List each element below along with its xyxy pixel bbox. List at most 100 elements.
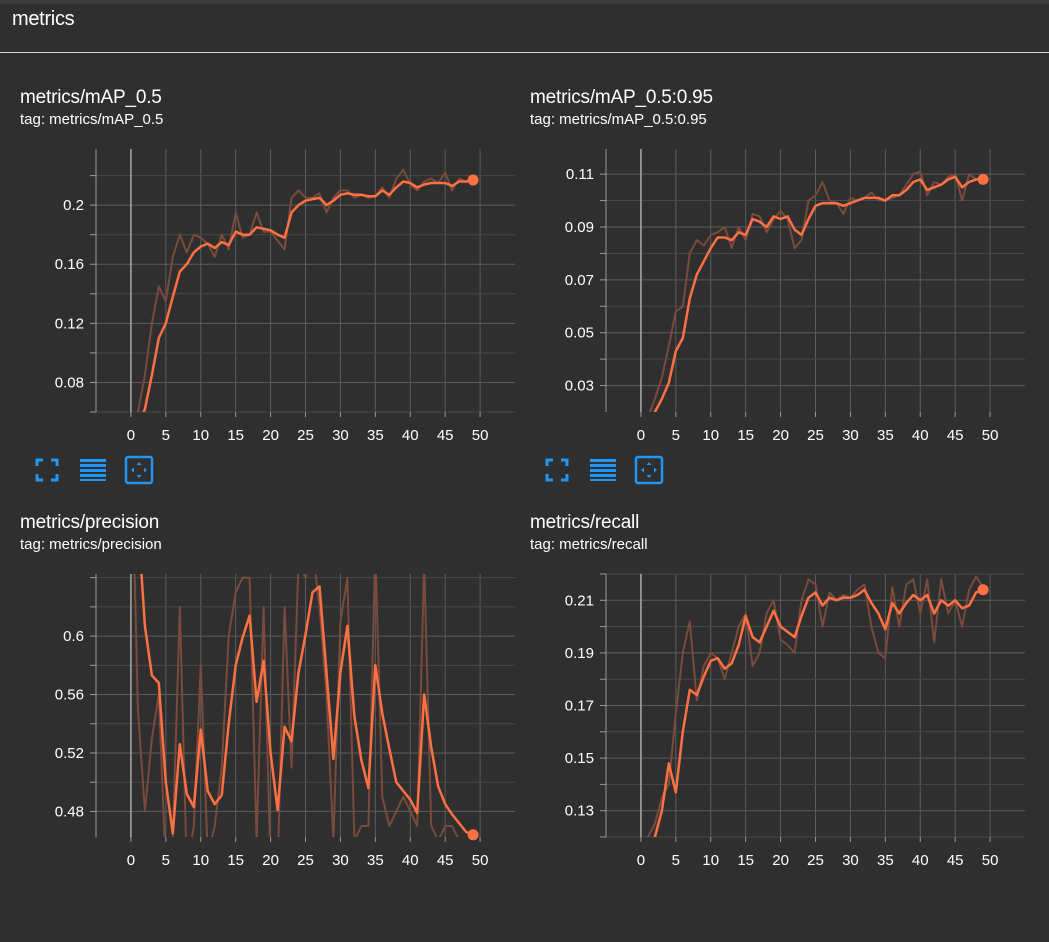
- x-tick-label: 50: [472, 427, 489, 444]
- x-tick-label: 35: [877, 852, 894, 869]
- y-tick-label: 0.07: [565, 272, 594, 289]
- x-tick-label: 50: [472, 852, 489, 869]
- chart-title: metrics/mAP_0.5: [20, 87, 162, 108]
- fit-domain-icon: [124, 455, 154, 485]
- series-line-raw: [646, 575, 984, 837]
- last-point-marker[interactable]: [977, 584, 989, 596]
- list-button[interactable]: [588, 455, 618, 485]
- fit-domain-icon: [634, 455, 664, 485]
- x-tick-label: 5: [162, 852, 170, 869]
- list-icon: [590, 459, 616, 481]
- fullscreen-icon: [545, 458, 569, 482]
- chart-tag: tag: metrics/precision: [20, 536, 162, 553]
- x-tick-label: 0: [637, 852, 645, 869]
- x-tick-label: 20: [262, 427, 279, 444]
- x-tick-label: 40: [402, 427, 419, 444]
- y-tick-label: 0.48: [55, 803, 84, 820]
- section-header: metrics: [0, 0, 1049, 53]
- x-tick-label: 5: [672, 852, 680, 869]
- x-tick-label: 40: [912, 852, 929, 869]
- y-tick-label: 0.17: [565, 698, 594, 715]
- fit-domain-button[interactable]: [634, 455, 664, 485]
- header-top-strip: [0, 0, 1049, 4]
- y-tick-label: 0.21: [565, 592, 594, 609]
- y-tick-label: 0.15: [565, 750, 594, 767]
- x-tick-label: 50: [982, 427, 999, 444]
- fit-domain-button[interactable]: [124, 455, 154, 485]
- x-tick-label: 35: [367, 852, 384, 869]
- series-line-raw: [648, 170, 984, 412]
- chart-tag: tag: metrics/recall: [530, 536, 648, 553]
- y-tick-label: 0.12: [55, 315, 84, 332]
- x-tick-label: 35: [877, 427, 894, 444]
- x-tick-label: 50: [982, 852, 999, 869]
- section-title: metrics: [12, 8, 75, 30]
- x-tick-label: 45: [437, 852, 454, 869]
- x-tick-label: 25: [297, 427, 314, 444]
- chart-card-precision: metrics/precision tag: metrics/precision…: [0, 512, 515, 942]
- x-tick-label: 0: [637, 427, 645, 444]
- y-tick-label: 0.6: [63, 628, 84, 645]
- x-tick-label: 25: [807, 852, 824, 869]
- x-tick-label: 15: [737, 427, 754, 444]
- chart-tag: tag: metrics/mAP_0.5:0.95: [530, 111, 707, 128]
- chart-plot[interactable]: 0 5 10 15 20 25 30 35 40 45 50 0.48 0.52 0.56 0.6: [0, 512, 515, 872]
- chart-plot[interactable]: 0 5 10 15 20 25 30 35 40 45 50 0.13 0.15 0.17 0.19 0.21: [510, 512, 1025, 872]
- chart-card-recall: metrics/recall tag: metrics/recall 0 5 10 1…: [510, 512, 1025, 942]
- x-tick-label: 40: [402, 852, 419, 869]
- x-tick-label: 5: [672, 427, 680, 444]
- chart-plot[interactable]: 0 5 10 15 20 25 30 35 40 45 50 0.08 0.12 0.16 0.2: [0, 87, 515, 447]
- last-point-marker[interactable]: [467, 829, 479, 841]
- y-tick-label: 0.11: [566, 166, 594, 183]
- x-tick-label: 15: [227, 427, 244, 444]
- y-tick-label: 0.19: [565, 645, 594, 662]
- y-tick-label: 0.03: [565, 378, 594, 395]
- series-line-smoothed: [653, 588, 984, 837]
- x-tick-label: 45: [947, 852, 964, 869]
- y-tick-label: 0.08: [55, 374, 84, 391]
- chart-title: metrics/mAP_0.5:0.95: [530, 87, 713, 108]
- last-point-marker[interactable]: [977, 173, 989, 185]
- chart-title: metrics/precision: [20, 512, 160, 533]
- y-tick-label: 0.56: [55, 687, 84, 704]
- x-tick-label: 5: [162, 427, 170, 444]
- x-tick-label: 35: [367, 427, 384, 444]
- list-button[interactable]: [78, 455, 108, 485]
- x-tick-label: 15: [227, 852, 244, 869]
- x-tick-label: 30: [842, 427, 859, 444]
- x-tick-label: 0: [127, 852, 135, 869]
- x-tick-label: 20: [772, 427, 789, 444]
- last-point-marker[interactable]: [467, 174, 479, 186]
- x-tick-label: 20: [262, 852, 279, 869]
- y-tick-label: 0.13: [565, 803, 594, 820]
- x-tick-label: 20: [772, 852, 789, 869]
- x-tick-label: 10: [192, 852, 209, 869]
- x-tick-label: 10: [702, 852, 719, 869]
- x-tick-label: 45: [947, 427, 964, 444]
- chart-title: metrics/recall: [530, 512, 640, 533]
- fullscreen-button[interactable]: [32, 455, 62, 485]
- series-line-smoothed: [653, 175, 984, 412]
- x-tick-label: 15: [737, 852, 754, 869]
- fullscreen-icon: [35, 458, 59, 482]
- x-tick-label: 30: [332, 852, 349, 869]
- x-tick-label: 10: [192, 427, 209, 444]
- fullscreen-button[interactable]: [542, 455, 572, 485]
- x-tick-label: 40: [912, 427, 929, 444]
- y-tick-label: 0.09: [565, 219, 594, 236]
- series-line-raw: [133, 574, 459, 837]
- x-tick-label: 25: [807, 427, 824, 444]
- y-tick-label: 0.2: [63, 197, 84, 214]
- series-line-smoothed: [140, 574, 474, 836]
- chart-plot[interactable]: 0 5 10 15 20 25 30 35 40 45 50 0.03 0.05 0.07 0.09 0.11: [510, 87, 1025, 447]
- x-tick-label: 10: [702, 427, 719, 444]
- x-tick-label: 25: [297, 852, 314, 869]
- y-tick-label: 0.05: [565, 325, 594, 342]
- series-line-smoothed: [142, 178, 474, 412]
- y-tick-label: 0.16: [55, 256, 84, 273]
- x-tick-label: 45: [437, 427, 454, 444]
- list-icon: [80, 459, 106, 481]
- chart-tag: tag: metrics/mAP_0.5: [20, 111, 164, 128]
- series-line-raw: [136, 168, 474, 412]
- chart-card-map-05-095: metrics/mAP_0.5:0.95 tag: metrics/mAP_0.…: [510, 87, 1025, 517]
